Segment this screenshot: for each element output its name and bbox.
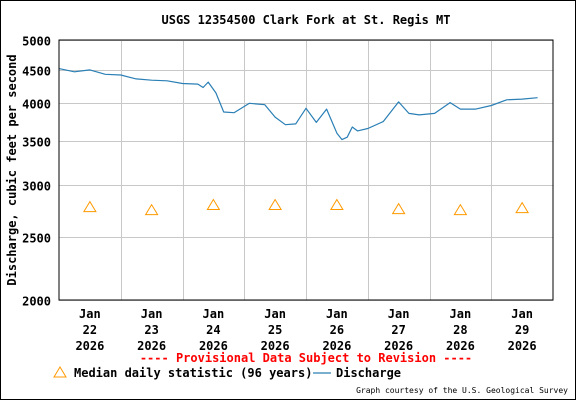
discharge-series-line [58, 68, 538, 141]
median-marker [391, 202, 406, 215]
median-marker [206, 198, 221, 211]
x-tick-label: Jan [141, 307, 163, 321]
legend: Median daily statistic (96 years) Discha… [53, 366, 401, 380]
x-tick-label: 2026 [199, 339, 228, 353]
y-tick-label: 2500 [22, 232, 51, 246]
x-tick-label: 22 [83, 323, 97, 337]
y-tick-label: 3000 [22, 180, 51, 194]
x-tick-label: 2026 [261, 339, 290, 353]
legend-median-marker-icon [53, 366, 67, 378]
y-tick-label: 4000 [22, 98, 51, 112]
x-tick-label: 27 [391, 323, 405, 337]
y-axis-label: Discharge, cubic feet per second [5, 54, 19, 285]
x-tick-label: Jan [79, 307, 101, 321]
x-tick-label: 26 [330, 323, 344, 337]
x-tick-label: 2026 [75, 339, 104, 353]
legend-median-label: Median daily statistic (96 years) [74, 366, 312, 380]
median-marker [453, 203, 468, 216]
median-marker [268, 198, 283, 211]
y-tick-label: 5000 [22, 35, 51, 49]
x-tick-label: Jan [511, 307, 533, 321]
x-tick-label: 24 [206, 323, 220, 337]
x-tick-label: Jan [450, 307, 472, 321]
legend-discharge-label: Discharge [336, 366, 401, 380]
x-tick-label: 25 [268, 323, 282, 337]
x-tick-label: 2026 [384, 339, 413, 353]
x-tick-label: 29 [515, 323, 529, 337]
y-tick-label: 4500 [22, 65, 51, 79]
median-marker [329, 198, 344, 211]
x-tick-label: Jan [388, 307, 410, 321]
x-axis-ticks: Jan 22 2026 Jan 23 2026 Jan 24 2026 Jan 25 2026 Jan 2… [75, 307, 536, 353]
series-layer [58, 68, 538, 216]
x-tick-label: 2026 [137, 339, 166, 353]
x-tick-label: Jan [203, 307, 225, 321]
median-marker [515, 201, 530, 214]
provisional-notice: ---- Provisional Data Subject to Revisio… [140, 351, 472, 365]
x-tick-label: 23 [144, 323, 158, 337]
x-tick-label: 2026 [322, 339, 351, 353]
x-tick-label: Jan [264, 307, 286, 321]
credit-text: Graph courtesy of the U.S. Geological Su… [356, 386, 568, 395]
median-marker [82, 200, 97, 213]
x-tick-label: Jan [326, 307, 348, 321]
median-marker [144, 203, 159, 216]
y-tick-label: 3500 [22, 136, 51, 150]
x-tick-label: 28 [453, 323, 467, 337]
x-tick-label: 2026 [508, 339, 537, 353]
y-tick-label: 2000 [22, 295, 51, 309]
y-axis-ticks: 2000 2500 3000 3500 4000 4500 5000 [22, 35, 51, 309]
chart-title: USGS 12354500 Clark Fork at St. Regis MT [162, 13, 451, 27]
plot-area-border [58, 39, 554, 301]
x-tick-label: 2026 [446, 339, 475, 353]
grid [59, 40, 553, 301]
